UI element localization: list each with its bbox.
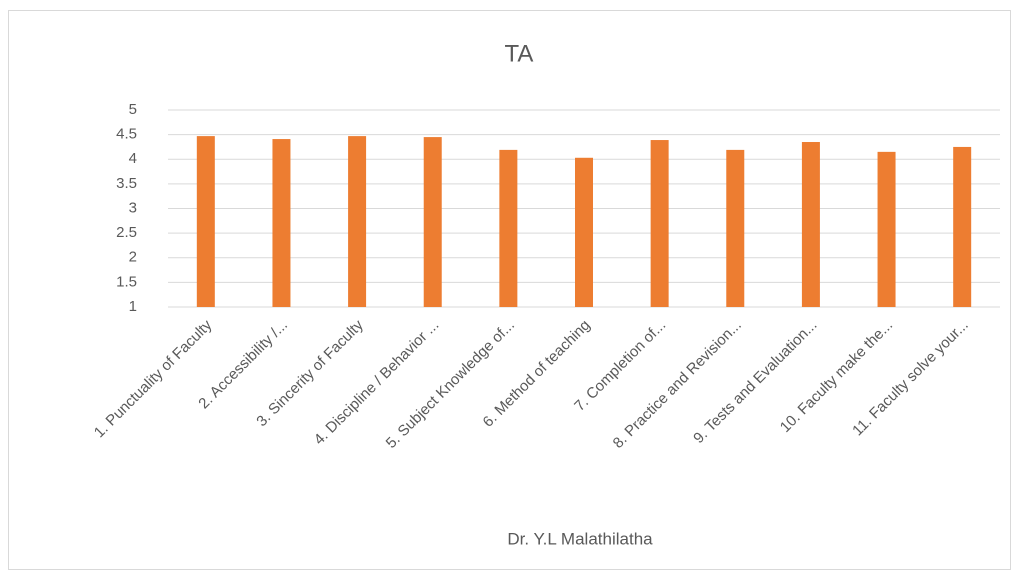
bar: [423, 137, 442, 307]
bar: [272, 139, 291, 307]
bar: [877, 151, 896, 307]
bar: [348, 136, 367, 307]
bar: [953, 146, 972, 307]
y-tick-label: 1.5: [116, 273, 137, 290]
y-tick-label: 5: [129, 101, 137, 118]
y-tick-label: 2: [129, 249, 137, 266]
y-tick-label: 1: [129, 298, 137, 315]
bar: [801, 142, 820, 307]
bar: [499, 149, 518, 307]
chart-title: TA: [505, 40, 534, 67]
bar: [575, 157, 593, 307]
y-tick-label: 3: [129, 199, 137, 216]
bar: [196, 136, 215, 307]
y-tick-label: 3.5: [116, 175, 137, 192]
y-tick-label: 4: [129, 150, 137, 167]
bar: [650, 140, 669, 307]
bar: [726, 149, 745, 307]
y-tick-label: 4.5: [116, 126, 137, 143]
x-axis-label: Dr. Y.L Malathilatha: [507, 529, 653, 548]
y-tick-label: 2.5: [116, 224, 137, 241]
